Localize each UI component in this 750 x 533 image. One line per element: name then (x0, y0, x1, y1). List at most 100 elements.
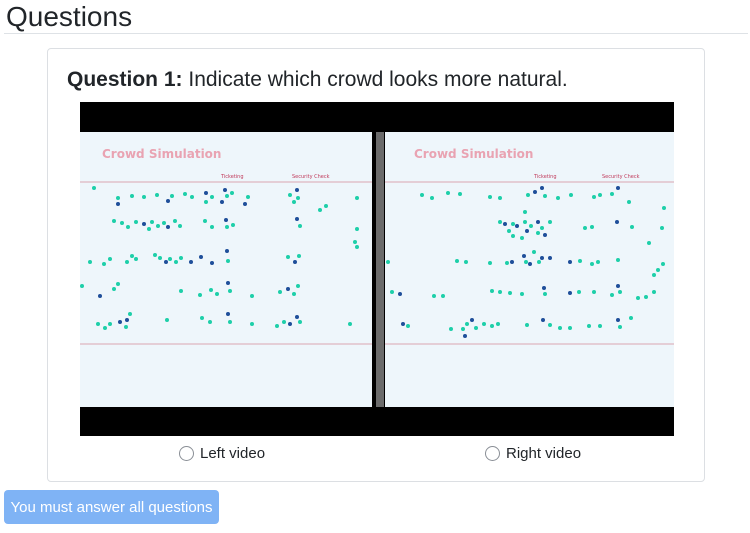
crowd-agent (118, 320, 122, 324)
left-video-label: Left video (200, 445, 266, 462)
crowd-agent (295, 315, 299, 319)
crowd-agent (295, 217, 299, 221)
crowd-agent (246, 195, 250, 199)
crowd-agent (128, 312, 132, 316)
crowd-agent (615, 220, 619, 224)
crowd-agent (295, 188, 299, 192)
crowd-agent (204, 200, 208, 204)
right-sim-panel: Crowd Simulation Ticketing Security Chec… (385, 132, 674, 407)
crowd-agent (224, 218, 228, 222)
crowd-agent (355, 227, 359, 231)
crowd-agent (324, 204, 328, 208)
crowd-agent (355, 196, 359, 200)
crowd-agent (130, 194, 134, 198)
crowd-agent (223, 188, 227, 192)
crowd-agent (461, 327, 465, 331)
crowd-agent (630, 225, 634, 229)
crowd-agent (511, 234, 515, 238)
left-sim-background (80, 132, 372, 407)
crowd-agent (568, 326, 572, 330)
crowd-agent (288, 322, 292, 326)
crowd-agent (203, 219, 207, 223)
crowd-agent (507, 229, 511, 233)
page-title: Questions (6, 1, 133, 32)
crowd-agent (465, 322, 469, 326)
crowd-agent (225, 249, 229, 253)
crowd-agent (662, 206, 666, 210)
crowd-agent (96, 322, 100, 326)
crowd-agent (208, 320, 212, 324)
left-video-option[interactable]: Left video (179, 445, 265, 462)
crowd-agent (353, 240, 357, 244)
crowd-agent (147, 227, 151, 231)
crowd-agent (124, 325, 128, 329)
crowd-agent (292, 292, 296, 296)
crowd-agent (627, 200, 631, 204)
crowd-agent (183, 192, 187, 196)
crowd-agent (116, 202, 120, 206)
crowd-agent (540, 186, 544, 190)
crowd-agent (652, 273, 656, 277)
crowd-agent (528, 262, 532, 266)
crowd-agent (610, 192, 614, 196)
crowd-agent (178, 224, 182, 228)
crowd-agent (598, 193, 602, 197)
crowd-agent (120, 221, 124, 225)
crowd-agent (318, 208, 322, 212)
crowd-agent (455, 259, 459, 263)
title-divider (4, 33, 748, 34)
crowd-agent (225, 225, 229, 229)
crowd-agent (536, 220, 540, 224)
crowd-agent (616, 318, 620, 322)
crowd-agent (644, 295, 648, 299)
crowd-agent (647, 241, 651, 245)
crowd-agent (210, 225, 214, 229)
crowd-agent (108, 257, 112, 261)
submit-button[interactable]: You must answer all questions (4, 490, 219, 524)
crowd-agent (420, 193, 424, 197)
crowd-agent (587, 324, 591, 328)
crowd-agent (590, 225, 594, 229)
crowd-agent (189, 260, 193, 264)
crowd-agent (355, 245, 359, 249)
crowd-agent (525, 323, 529, 327)
crowd-agent (116, 282, 120, 286)
crowd-agent (464, 260, 468, 264)
crowd-agent (228, 289, 232, 293)
crowd-agent (449, 327, 453, 331)
crowd-agent (166, 199, 170, 203)
crowd-agent (510, 260, 514, 264)
crowd-agent (296, 196, 300, 200)
crowd-agent (209, 288, 213, 292)
crowd-agent (523, 220, 527, 224)
crowd-agent (298, 224, 302, 228)
crowd-agent (598, 324, 602, 328)
left-video-radio[interactable] (179, 446, 194, 461)
crowd-agent (592, 290, 596, 294)
crowd-agent (198, 293, 202, 297)
crowd-agent (543, 233, 547, 237)
crowd-agent (498, 290, 502, 294)
right-video-radio[interactable] (485, 446, 500, 461)
crowd-agent (226, 259, 230, 263)
crowd-agent (541, 318, 545, 322)
crowd-agent (568, 260, 572, 264)
right-video-label: Right video (506, 445, 582, 462)
crowd-agent (210, 261, 214, 265)
crowd-agent (548, 323, 552, 327)
crowd-agent (250, 294, 254, 298)
crowd-agent (278, 290, 282, 294)
crowd-agent (618, 325, 622, 329)
crowd-agent (463, 334, 467, 338)
left-ticketing-label: Ticketing (220, 174, 244, 180)
right-video-option[interactable]: Right video (485, 445, 581, 462)
comparison-video[interactable]: Crowd Simulation Ticketing Security Chec… (80, 102, 674, 436)
crowd-agent (166, 225, 170, 229)
crowd-agent (629, 316, 633, 320)
crowd-agent (126, 225, 130, 229)
crowd-agent (348, 322, 352, 326)
crowd-agent (505, 261, 509, 265)
question-number: Question 1: (67, 68, 183, 91)
left-security-label: Security Check (292, 174, 330, 180)
crowd-agent (430, 196, 434, 200)
